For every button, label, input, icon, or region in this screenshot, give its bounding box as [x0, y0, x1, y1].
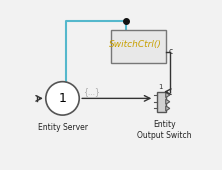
- Text: SwitchCtrl(): SwitchCtrl(): [109, 40, 162, 49]
- Polygon shape: [166, 106, 170, 111]
- FancyBboxPatch shape: [111, 30, 166, 63]
- Polygon shape: [166, 92, 170, 98]
- Text: 1: 1: [59, 92, 66, 105]
- Text: Entity
Output Switch: Entity Output Switch: [137, 120, 192, 140]
- Text: Entity Server: Entity Server: [38, 123, 87, 132]
- Text: c: c: [168, 47, 172, 56]
- Text: 1: 1: [159, 84, 163, 90]
- Circle shape: [46, 82, 79, 115]
- Polygon shape: [166, 99, 170, 104]
- FancyBboxPatch shape: [157, 92, 166, 112]
- Text: {...}: {...}: [83, 87, 100, 96]
